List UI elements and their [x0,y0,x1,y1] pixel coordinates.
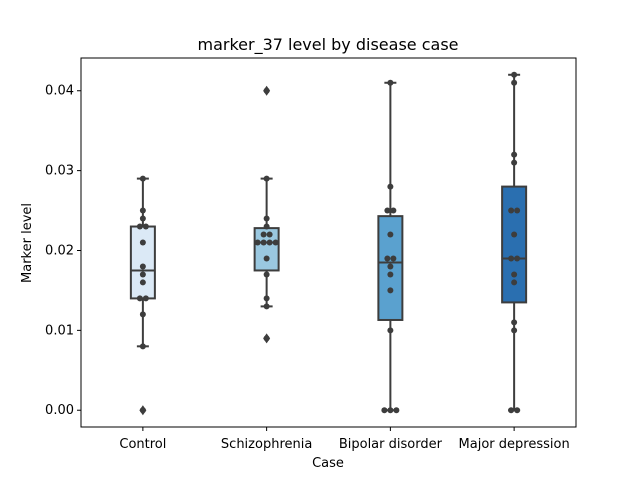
data-point [511,231,518,238]
data-point [514,407,521,414]
y-axis-label: Marker level [20,203,35,283]
y-tick-label: 0.04 [45,84,74,99]
data-point [511,271,518,278]
chart-title: marker_37 level by disease case [197,35,458,55]
data-point [142,295,149,302]
data-point [381,407,388,414]
data-point [272,239,279,246]
data-point [514,207,521,214]
data-point [511,159,518,166]
x-axis-label: Case [312,456,344,471]
data-point [254,239,261,246]
data-point [511,151,518,158]
data-point [387,287,394,294]
data-point [390,255,397,262]
data-point [508,207,515,214]
data-point [139,239,146,246]
box-group-0 [129,177,156,416]
points-group-0 [136,175,149,414]
data-point [139,407,146,414]
data-point [260,231,267,238]
x-axis: Control Schizophrenia Bipolar disorder Majo… [119,427,570,452]
data-point [511,79,518,86]
data-point [139,271,146,278]
plot-area [129,71,528,416]
data-point [266,231,273,238]
points-group-3 [508,71,521,414]
axes-frame [80,57,577,428]
x-tick-label: Schizophrenia [221,437,312,452]
y-tick-label: 0.02 [45,243,74,258]
data-point [139,343,146,350]
data-point [142,223,149,230]
data-point [263,87,270,94]
data-point [263,335,270,342]
data-point [514,255,521,262]
data-point [139,279,146,286]
data-point [511,71,518,78]
data-point [384,207,391,214]
data-point [508,255,515,262]
data-point [263,175,270,182]
data-point [511,319,518,326]
data-point [387,271,394,278]
data-point [387,263,394,270]
points-group-2 [381,79,400,414]
data-point [508,407,515,414]
data-point [139,207,146,214]
y-tick-label: 0.00 [45,403,74,418]
box [253,227,280,272]
y-axis: 0.00 0.01 0.02 0.03 0.04 [45,84,81,418]
x-tick-label: Bipolar disorder [339,437,443,452]
data-point [511,327,518,334]
box [129,225,156,300]
data-point [263,295,270,302]
data-point [136,295,143,302]
data-point [136,223,143,230]
data-point [263,271,270,278]
data-point [384,255,391,262]
data-point [393,407,400,414]
data-point [390,207,397,214]
data-point [387,231,394,238]
data-point [263,223,270,230]
data-point [263,255,270,262]
y-tick-label: 0.03 [45,164,74,179]
data-point [263,303,270,310]
y-tick-label: 0.01 [45,323,74,338]
data-point [387,327,394,334]
data-point [266,239,273,246]
data-point [263,215,270,222]
x-tick-label: Major depression [459,437,570,452]
data-point [260,239,267,246]
x-tick-label: Control [119,437,166,452]
data-point [139,215,146,222]
data-point [511,279,518,286]
data-point [387,407,394,414]
data-point [139,263,146,270]
data-point [387,183,394,190]
data-point [387,79,394,86]
points-group-1 [254,87,279,342]
data-point [139,311,146,318]
data-point [139,175,146,182]
